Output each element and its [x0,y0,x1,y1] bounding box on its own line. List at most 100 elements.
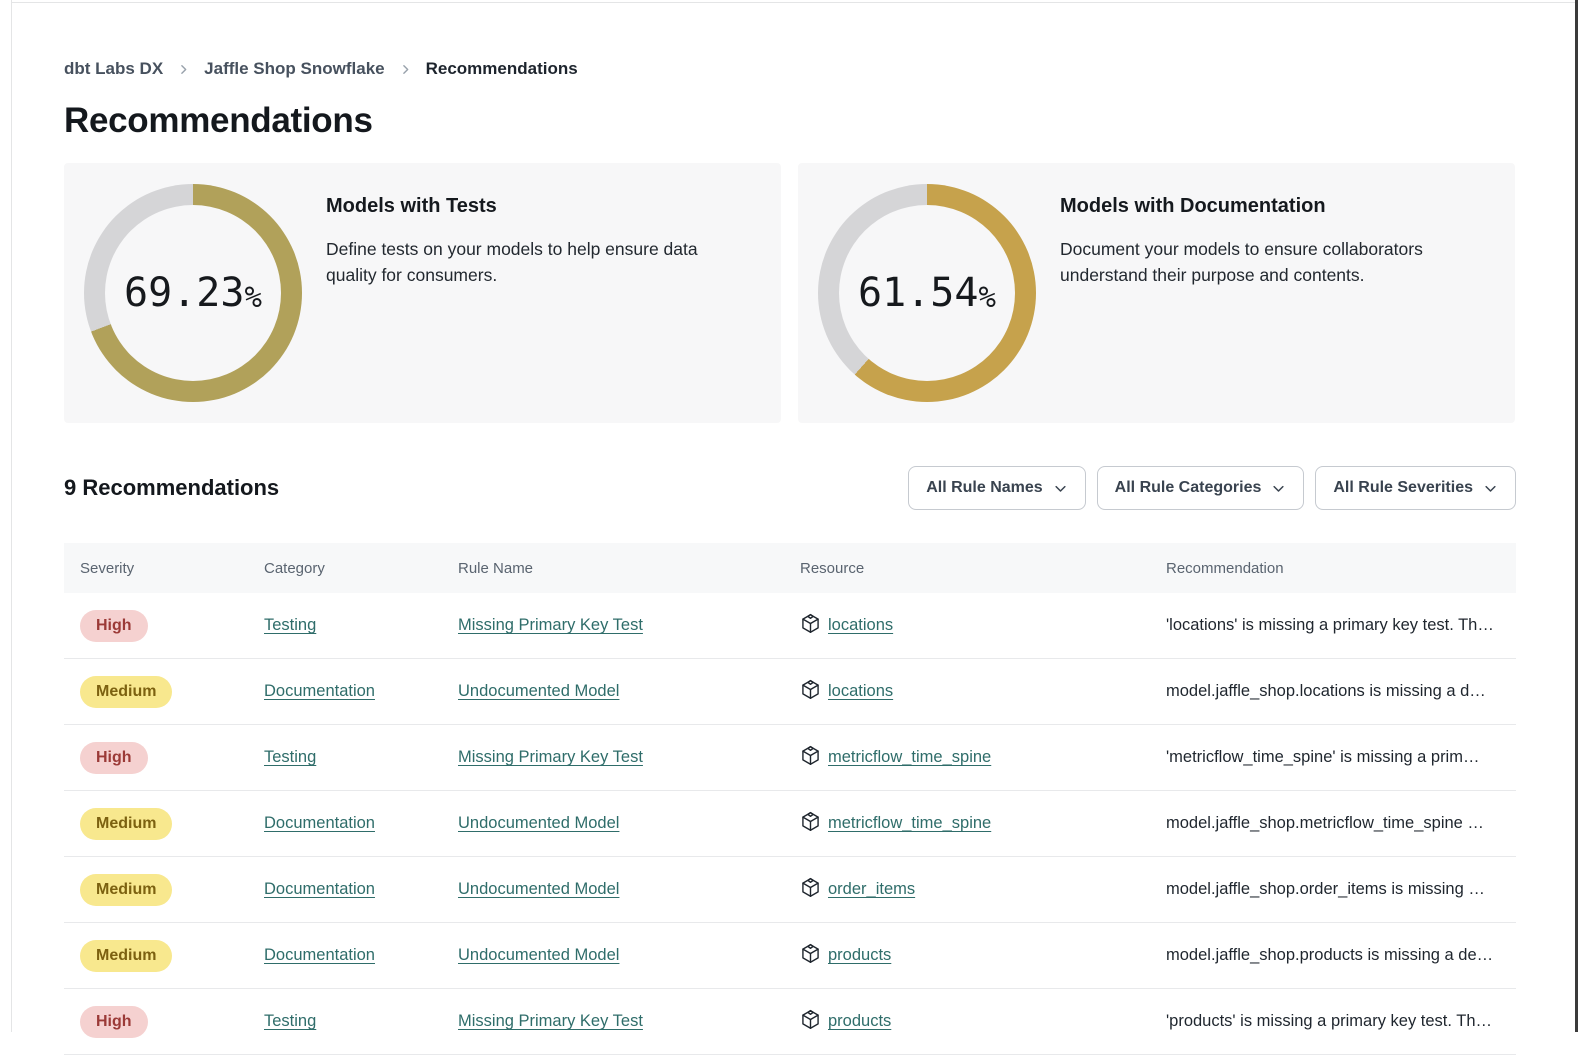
chevron-down-icon [1053,481,1068,496]
card-text: Models with Documentation Document your … [1036,195,1478,289]
category-cell: Documentation [264,814,458,833]
severity-badge: Medium [80,676,172,708]
resource-link[interactable]: order_items [828,880,915,899]
rule-name-cell: Undocumented Model [458,946,800,965]
severity-cell: Medium [80,676,264,708]
recommendation-text: model.jaffle_shop.products is missing a … [1166,946,1500,965]
column-header-resource: Resource [800,560,1166,577]
severity-badge: Medium [80,808,172,840]
recommendations-table: Severity Category Rule Name Resource Rec… [64,543,1516,1055]
breadcrumb-item-current: Recommendations [426,59,578,79]
recommendation-text: 'locations' is missing a primary key tes… [1166,616,1500,635]
category-cell: Testing [264,616,458,635]
filter-rule-categories-dropdown[interactable]: All Rule Categories [1097,466,1305,510]
model-cube-icon [800,613,821,639]
model-cube-icon [800,877,821,903]
rule-name-cell: Missing Primary Key Test [458,748,800,767]
severity-badge: Medium [80,874,172,906]
rule-name-cell: Undocumented Model [458,682,800,701]
percent-sign: % [244,280,261,314]
resource-link[interactable]: metricflow_time_spine [828,814,991,833]
column-header-category: Category [264,560,458,577]
donut-chart-tests: 69.23% [84,184,302,402]
rule-name-link[interactable]: Missing Primary Key Test [458,748,643,766]
category-link[interactable]: Documentation [264,880,375,898]
card-text: Models with Tests Define tests on your m… [302,195,781,289]
table-row: Medium Documentation Undocumented Model … [64,923,1516,989]
filter-rule-names-dropdown[interactable]: All Rule Names [908,466,1085,510]
rule-name-cell: Undocumented Model [458,814,800,833]
model-cube-icon [800,745,821,771]
rule-name-link[interactable]: Undocumented Model [458,946,619,964]
breadcrumb: dbt Labs DX Jaffle Shop Snowflake Recomm… [64,59,1516,79]
recommendation-text: model.jaffle_shop.order_items is missing… [1166,880,1500,899]
card-description: Define tests on your models to help ensu… [326,236,741,289]
category-link[interactable]: Testing [264,1012,316,1030]
rule-name-link[interactable]: Undocumented Model [458,814,619,832]
card-models-with-tests: 69.23% Models with Tests Define tests on… [64,163,781,423]
severity-cell: Medium [80,808,264,840]
category-link[interactable]: Testing [264,616,316,634]
column-header-severity: Severity [80,560,264,577]
donut-chart-documentation: 61.54% [818,184,1036,402]
resource-cell: products [800,943,1166,969]
main-content: dbt Labs DX Jaffle Shop Snowflake Recomm… [64,0,1516,1055]
resource-cell: metricflow_time_spine [800,745,1166,771]
card-models-with-documentation: 61.54% Models with Documentation Documen… [798,163,1515,423]
card-title: Models with Documentation [1060,195,1438,218]
rule-name-link[interactable]: Undocumented Model [458,880,619,898]
severity-badge: Medium [80,940,172,972]
rule-name-link[interactable]: Missing Primary Key Test [458,616,643,634]
resource-cell: locations [800,613,1166,639]
category-cell: Documentation [264,946,458,965]
donut-percentage-label: 69.23% [84,184,302,402]
severity-cell: Medium [80,874,264,906]
chevron-down-icon [1271,481,1286,496]
resource-cell: order_items [800,877,1166,903]
percent-digits: 69.23 [124,270,244,316]
filter-label: All Rule Categories [1115,479,1262,497]
resource-link[interactable]: locations [828,682,893,701]
recommendations-header-row: 9 Recommendations All Rule Names All Rul… [64,466,1516,510]
breadcrumb-item-account[interactable]: dbt Labs DX [64,59,163,79]
rule-name-link[interactable]: Undocumented Model [458,682,619,700]
filter-bar: All Rule Names All Rule Categories All R… [908,466,1516,510]
page-title: Recommendations [64,101,1516,141]
recommendation-text: model.jaffle_shop.metricflow_time_spine … [1166,814,1500,833]
model-cube-icon [800,943,821,969]
category-cell: Documentation [264,682,458,701]
panel-left-border [11,0,12,1032]
table-row: High Testing Missing Primary Key Test pr… [64,989,1516,1055]
severity-badge: High [80,610,148,642]
summary-cards: 69.23% Models with Tests Define tests on… [64,163,1516,423]
category-link[interactable]: Documentation [264,946,375,964]
severity-cell: High [80,742,264,774]
category-link[interactable]: Documentation [264,682,375,700]
category-link[interactable]: Documentation [264,814,375,832]
card-title: Models with Tests [326,195,741,218]
rule-name-link[interactable]: Missing Primary Key Test [458,1012,643,1030]
resource-link[interactable]: products [828,946,891,965]
severity-badge: High [80,1006,148,1038]
resource-link[interactable]: metricflow_time_spine [828,748,991,767]
resource-link[interactable]: products [828,1012,891,1031]
category-link[interactable]: Testing [264,748,316,766]
rule-name-cell: Missing Primary Key Test [458,616,800,635]
chevron-right-icon [399,63,412,76]
recommendation-text: model.jaffle_shop.locations is missing a… [1166,682,1500,701]
severity-cell: Medium [80,940,264,972]
filter-label: All Rule Names [926,479,1042,497]
model-cube-icon [800,1009,821,1035]
card-description: Document your models to ensure collabora… [1060,236,1438,289]
resource-link[interactable]: locations [828,616,893,635]
table-row: Medium Documentation Undocumented Model … [64,791,1516,857]
table-row: Medium Documentation Undocumented Model … [64,659,1516,725]
recommendation-text: 'products' is missing a primary key test… [1166,1012,1500,1031]
breadcrumb-item-project[interactable]: Jaffle Shop Snowflake [204,59,384,79]
model-cube-icon [800,679,821,705]
percent-digits: 61.54 [858,270,978,316]
table-header-row: Severity Category Rule Name Resource Rec… [64,543,1516,593]
filter-rule-severities-dropdown[interactable]: All Rule Severities [1315,466,1516,510]
severity-cell: High [80,1006,264,1038]
model-cube-icon [800,811,821,837]
